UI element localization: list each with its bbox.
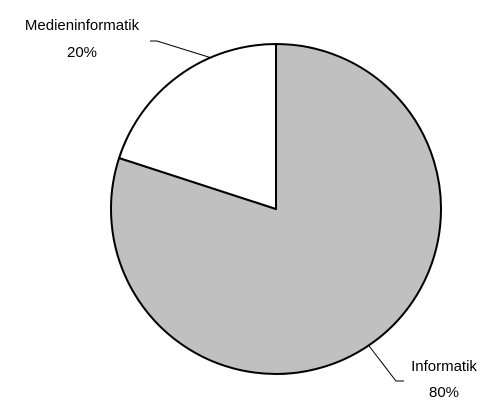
slice-labels: Medieninformatik 20% Informatik 80% xyxy=(25,17,478,401)
pie-slice-informatik xyxy=(110,43,442,375)
leader-lines xyxy=(150,40,404,382)
leader-line-informatik xyxy=(368,345,404,382)
leader-line-medieninformatik xyxy=(150,40,211,59)
slice-percent-informatik: 80% xyxy=(429,384,459,401)
pie-slices xyxy=(110,43,442,375)
slice-label-medieninformatik: Medieninformatik xyxy=(25,17,140,34)
slice-percent-medieninformatik: 20% xyxy=(67,44,97,61)
pie-slice-medieninformatik xyxy=(118,43,277,210)
slice-label-informatik: Informatik xyxy=(411,358,477,375)
